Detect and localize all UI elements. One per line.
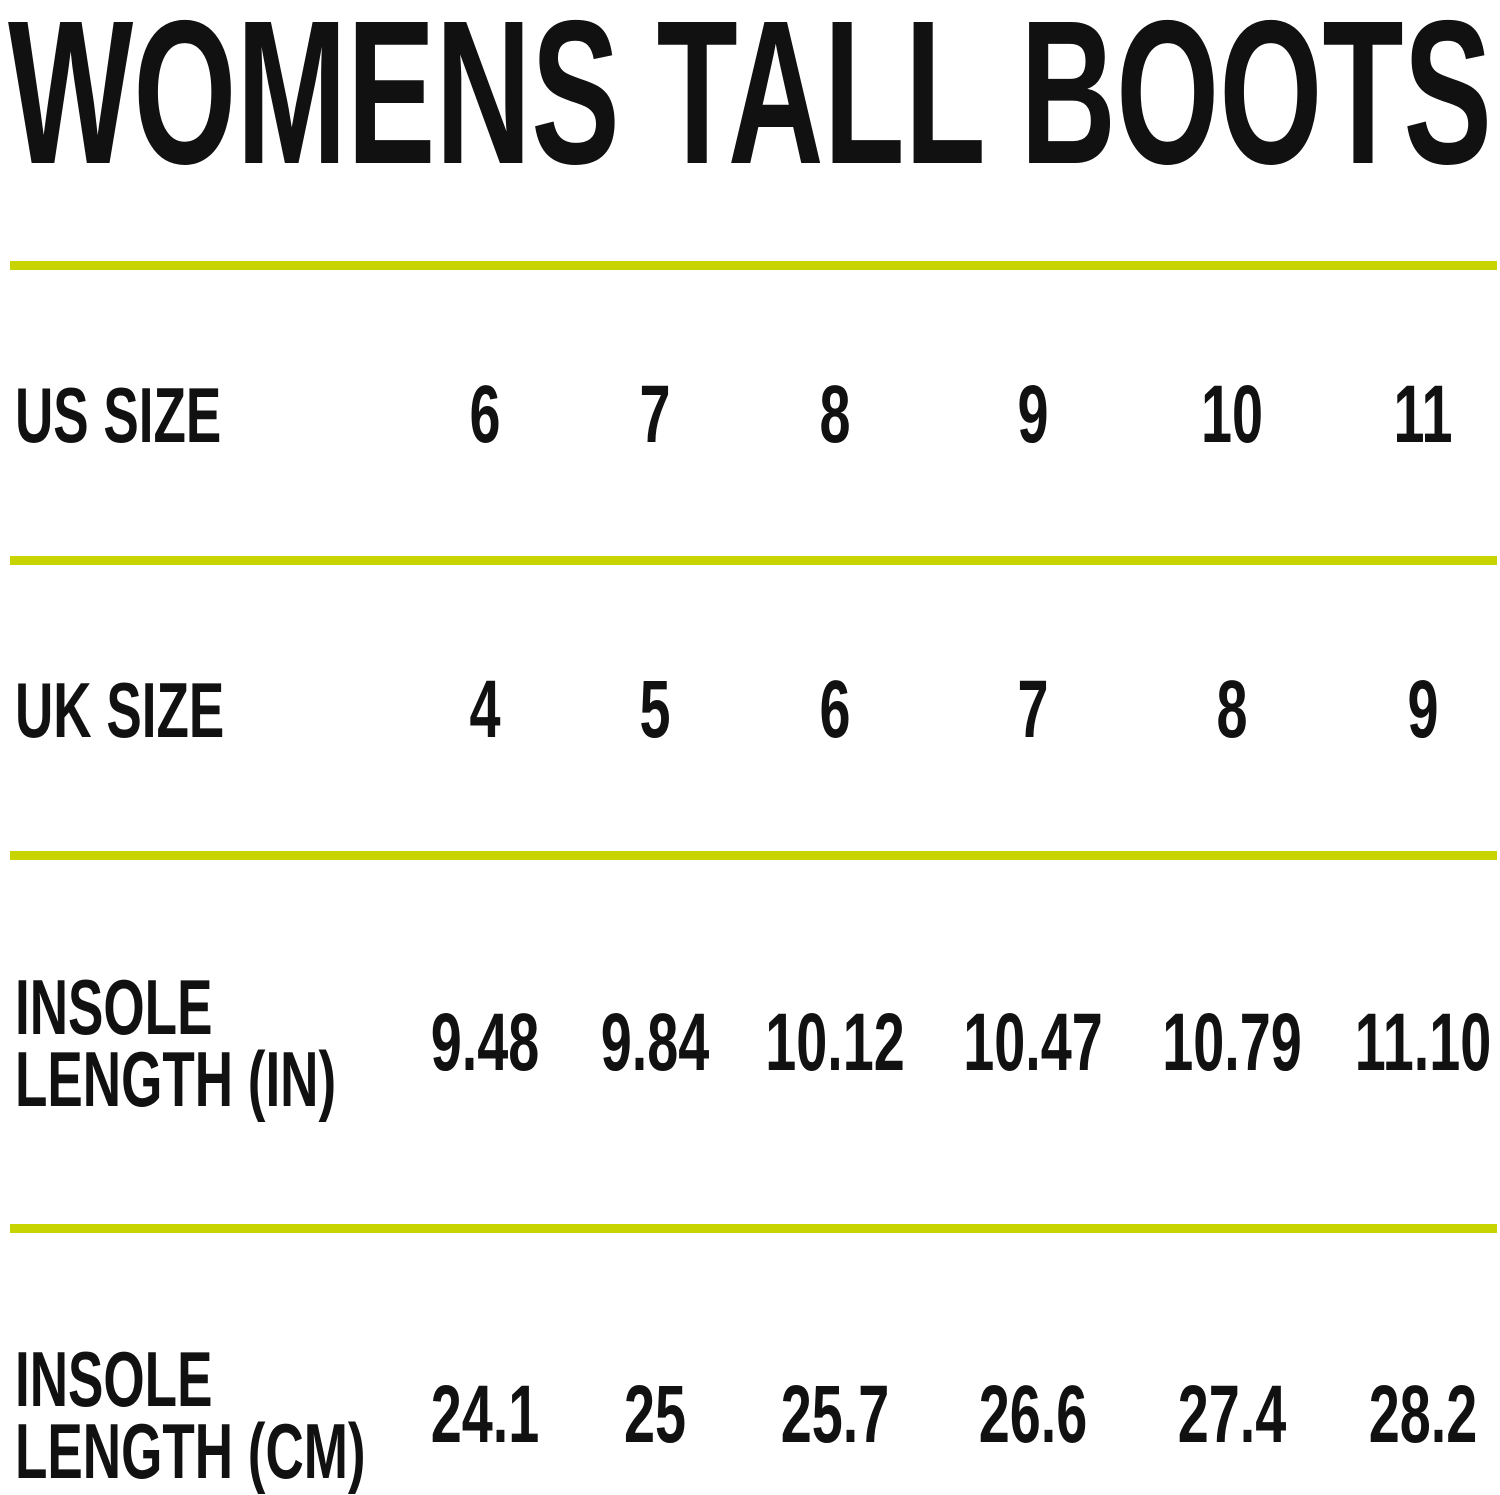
row-label: INSOLE LENGTH (CM) [15, 1335, 366, 1495]
row-label-line: LENGTH (CM) [15, 1407, 366, 1495]
row-label: UK SIZE [15, 666, 225, 754]
row-label-line: US SIZE [15, 371, 222, 459]
table-cell: 28.2 [1368, 1369, 1478, 1460]
table-cell: 9 [1017, 369, 1049, 460]
row-label: US SIZE [15, 371, 222, 459]
row-label-line: INSOLE [15, 963, 213, 1051]
table-cell: 9 [1407, 664, 1439, 755]
table-cell: 10.47 [963, 997, 1103, 1088]
table-cell: 8 [1216, 664, 1248, 755]
table-cell: 24.1 [430, 1369, 540, 1460]
title-text: WOMENS TALL BOOTS [8, 0, 1492, 200]
row-label-line: UK SIZE [15, 666, 225, 754]
table-cell: 5 [639, 664, 671, 755]
table-cell: 9.48 [430, 997, 540, 1088]
divider [10, 261, 1497, 270]
row-label: INSOLE LENGTH (IN) [15, 963, 337, 1123]
table-cell: 7 [639, 369, 671, 460]
table-cell: 7 [1017, 664, 1049, 755]
divider [10, 556, 1497, 565]
table-cell: 25 [623, 1369, 687, 1460]
table-cell: 8 [819, 369, 851, 460]
table-cell: 11 [1393, 369, 1453, 460]
table-cell: 6 [819, 664, 851, 755]
table-cell: 10.12 [765, 997, 905, 1088]
table-cell: 11.10 [1354, 997, 1492, 1088]
page-title: WOMENS TALL BOOTS [8, 0, 1492, 200]
table-cell: 26.6 [978, 1369, 1088, 1460]
divider [10, 1224, 1497, 1233]
table-cell: 4 [469, 664, 501, 755]
table-cell: 10.79 [1162, 997, 1302, 1088]
divider [10, 851, 1497, 860]
table-cell: 6 [469, 369, 501, 460]
table-cell: 25.7 [780, 1369, 890, 1460]
row-label-line: LENGTH (IN) [15, 1035, 337, 1123]
table-cell: 27.4 [1177, 1369, 1287, 1460]
table-cell: 10 [1200, 369, 1264, 460]
row-label-line: INSOLE [15, 1335, 213, 1423]
table-cell: 9.84 [600, 997, 710, 1088]
